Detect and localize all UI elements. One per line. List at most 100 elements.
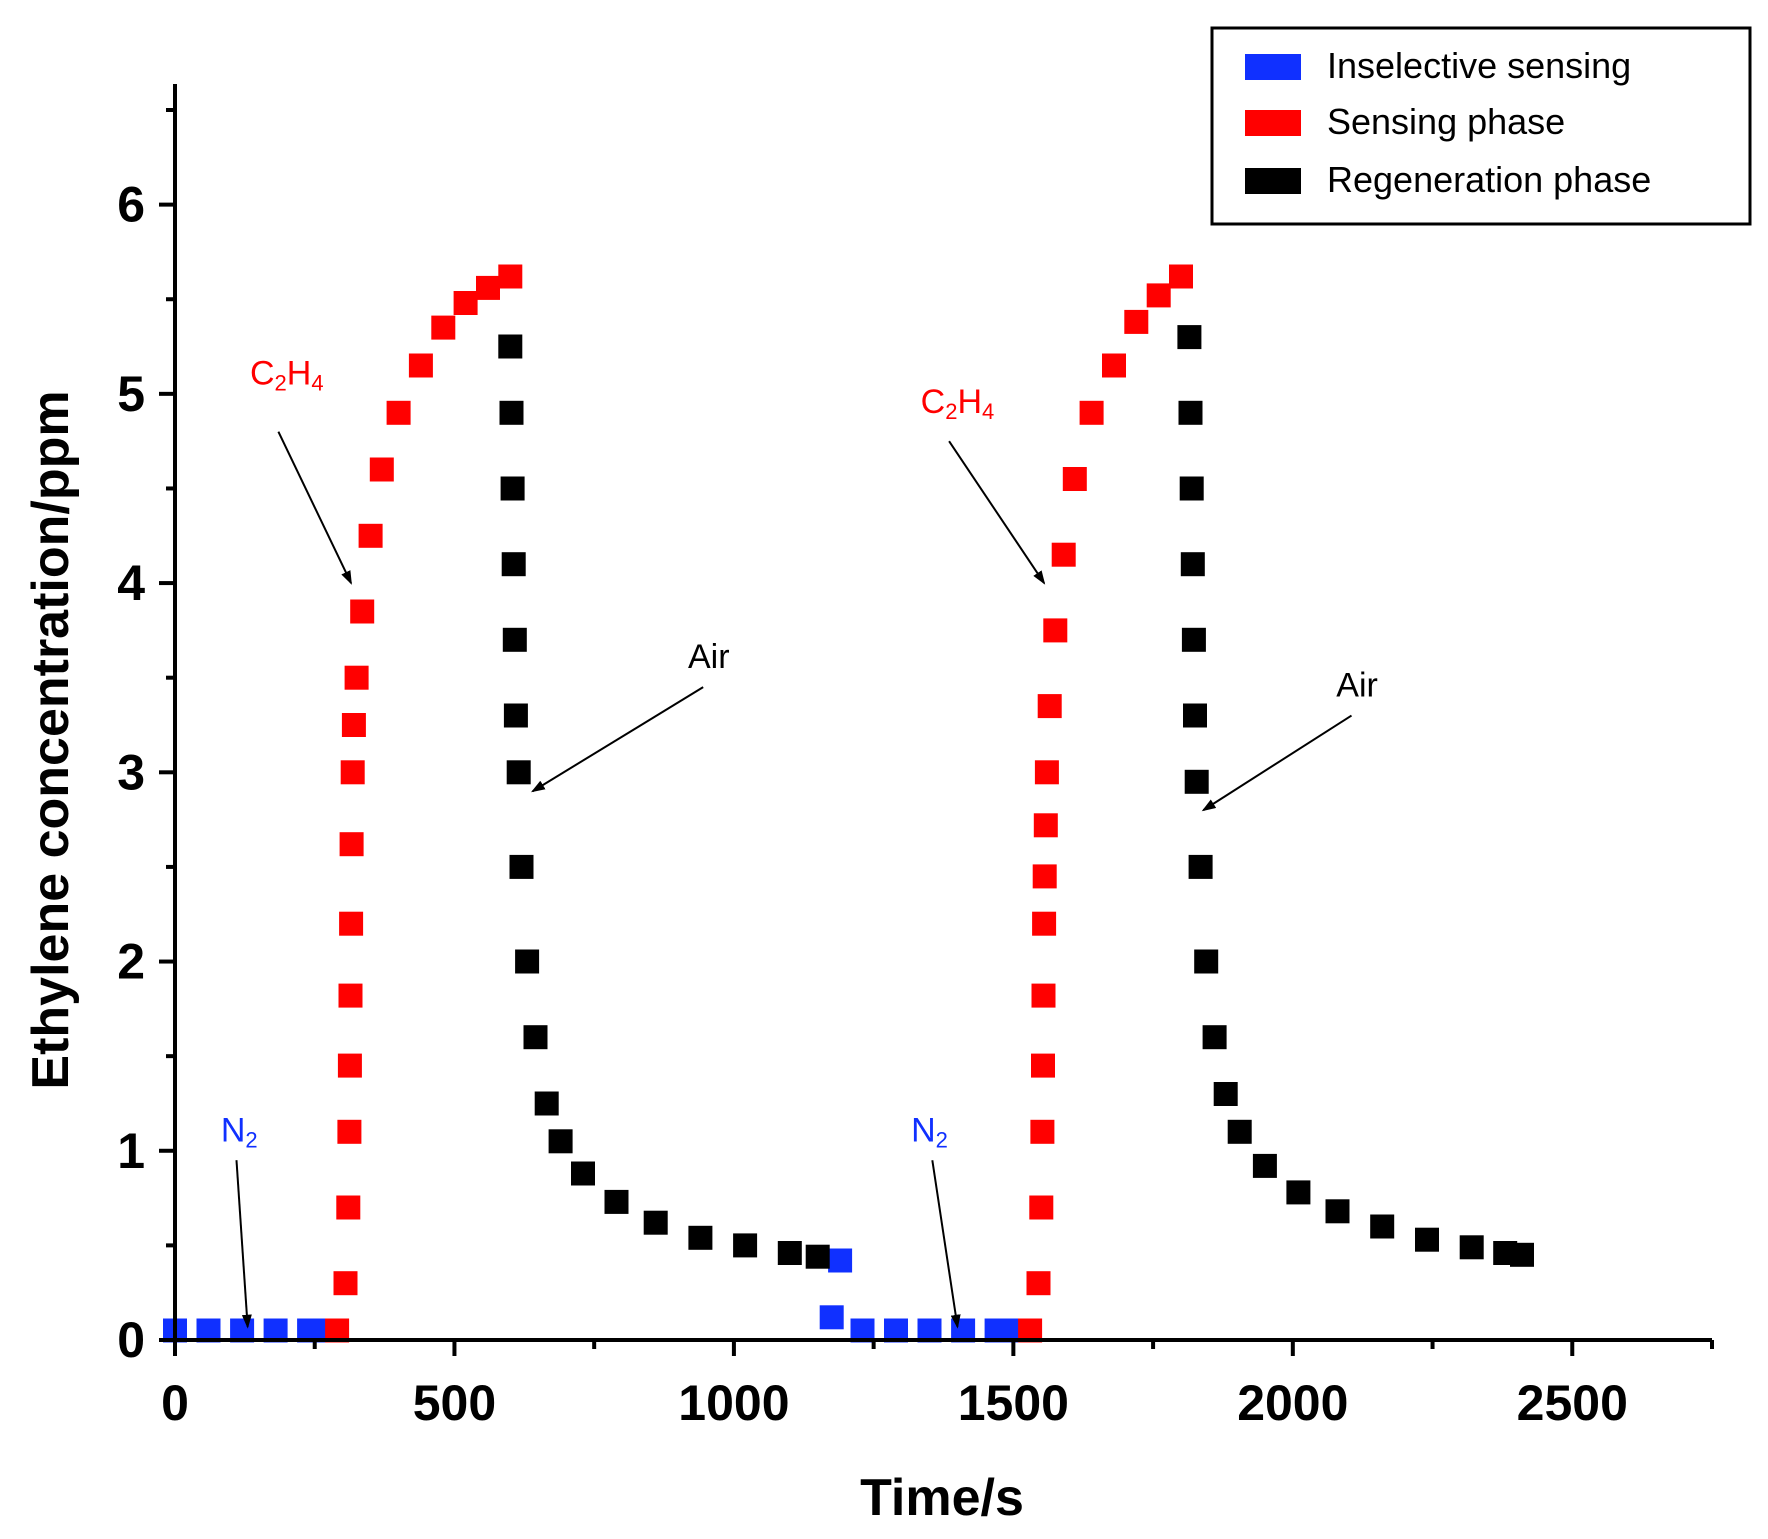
data-point bbox=[1043, 618, 1068, 643]
annotation-arrow bbox=[948, 440, 1046, 585]
legend: Inselective sensing Sensing phase Regene… bbox=[1210, 26, 1752, 226]
data-point bbox=[571, 1161, 595, 1186]
legend-swatch-inselective bbox=[1245, 54, 1301, 80]
data-point bbox=[1029, 1195, 1054, 1220]
data-point bbox=[340, 760, 365, 785]
annotation-label: N2 bbox=[221, 1111, 258, 1152]
data-point bbox=[1169, 264, 1193, 289]
data-point bbox=[1286, 1180, 1311, 1205]
data-point bbox=[604, 1189, 629, 1214]
data-point bbox=[1510, 1242, 1534, 1267]
data-point bbox=[1415, 1227, 1439, 1252]
data-point bbox=[338, 983, 363, 1008]
legend-swatch-sensing bbox=[1245, 110, 1301, 136]
data-point bbox=[1179, 476, 1204, 501]
y-tick-label: 0 bbox=[117, 1312, 145, 1368]
data-point bbox=[408, 353, 433, 378]
data-point bbox=[506, 760, 531, 785]
data-point bbox=[643, 1210, 668, 1235]
x-tick-label: 2500 bbox=[1517, 1375, 1628, 1431]
data-point bbox=[369, 457, 394, 482]
data-point bbox=[476, 275, 500, 300]
data-point bbox=[1026, 1271, 1051, 1296]
series-2 bbox=[498, 325, 1534, 1269]
y-tick-label: 4 bbox=[117, 555, 145, 611]
legend-swatch-regeneration bbox=[1245, 168, 1301, 194]
annotation-label: N2 bbox=[911, 1111, 948, 1152]
data-point bbox=[386, 400, 411, 425]
data-point bbox=[1051, 542, 1076, 567]
data-layer bbox=[163, 264, 1534, 1343]
data-point bbox=[498, 264, 523, 289]
data-point bbox=[1184, 769, 1209, 794]
data-point bbox=[337, 1119, 362, 1144]
data-point bbox=[339, 911, 364, 936]
data-point bbox=[1370, 1214, 1395, 1239]
data-point bbox=[499, 400, 524, 425]
annotation-label: Air bbox=[688, 638, 730, 676]
data-point bbox=[341, 713, 366, 737]
data-point bbox=[1194, 949, 1219, 974]
annotation-arrow bbox=[931, 1160, 961, 1329]
data-point bbox=[344, 665, 369, 690]
annotation-3: Air bbox=[1201, 667, 1378, 812]
data-point bbox=[350, 599, 375, 624]
data-point bbox=[1031, 1053, 1055, 1078]
x-ticks: 0 500 1000 1500 2000 2500 bbox=[161, 1340, 1714, 1431]
legend-label-inselective: Inselective sensing bbox=[1327, 45, 1631, 86]
data-point bbox=[819, 1305, 844, 1330]
data-point bbox=[1030, 1119, 1055, 1144]
annotations: C2H4 C2H4 Air Air N2 N2 bbox=[221, 354, 1378, 1329]
y-ticks: 0 1 2 3 4 5 6 bbox=[117, 108, 175, 1368]
axes bbox=[173, 84, 1712, 1342]
annotation-arrow bbox=[277, 431, 352, 585]
data-point bbox=[515, 949, 540, 974]
y-tick-label: 1 bbox=[117, 1123, 145, 1179]
y-tick-label: 3 bbox=[117, 744, 145, 800]
data-point bbox=[1202, 1025, 1227, 1050]
annotation-2: Air bbox=[530, 638, 730, 793]
data-point bbox=[339, 832, 364, 857]
annotation-label: C2H4 bbox=[921, 383, 995, 424]
data-point bbox=[1178, 400, 1203, 425]
data-point bbox=[1325, 1199, 1350, 1224]
data-point bbox=[1177, 325, 1202, 350]
annotation-1: C2H4 bbox=[921, 383, 1046, 585]
y-axis-title: Ethylene concentration/ppm bbox=[22, 390, 80, 1089]
data-point bbox=[534, 1091, 559, 1116]
data-point bbox=[1031, 983, 1056, 1008]
data-point bbox=[500, 476, 525, 501]
y-tick-label: 2 bbox=[117, 934, 145, 990]
data-point bbox=[1033, 813, 1058, 838]
annotation-5: N2 bbox=[911, 1111, 961, 1329]
data-point bbox=[828, 1248, 853, 1273]
data-point bbox=[431, 315, 456, 340]
y-tick-label: 6 bbox=[117, 177, 145, 233]
annotation-arrow bbox=[235, 1160, 252, 1329]
x-tick-label: 0 bbox=[161, 1375, 189, 1431]
data-point bbox=[1102, 353, 1126, 378]
data-point bbox=[337, 1053, 362, 1078]
data-point bbox=[336, 1195, 361, 1220]
data-point bbox=[733, 1233, 758, 1258]
data-point bbox=[1459, 1235, 1484, 1260]
data-point bbox=[777, 1241, 802, 1265]
annotation-arrow bbox=[1201, 714, 1353, 812]
data-point bbox=[1034, 760, 1059, 785]
annotation-label: Air bbox=[1336, 667, 1378, 705]
legend-box bbox=[1210, 26, 1752, 226]
data-point bbox=[509, 854, 534, 879]
data-point bbox=[501, 552, 526, 577]
data-point bbox=[333, 1271, 358, 1296]
x-axis-title: Time/s bbox=[860, 1469, 1024, 1527]
y-tick-label: 5 bbox=[117, 366, 145, 422]
data-point bbox=[503, 703, 528, 728]
x-tick-label: 2000 bbox=[1237, 1375, 1348, 1431]
data-point bbox=[1213, 1082, 1238, 1106]
data-point bbox=[1188, 854, 1213, 879]
data-point bbox=[805, 1244, 830, 1269]
data-point bbox=[498, 334, 523, 359]
data-point bbox=[523, 1025, 548, 1050]
annotation-4: N2 bbox=[221, 1111, 258, 1329]
